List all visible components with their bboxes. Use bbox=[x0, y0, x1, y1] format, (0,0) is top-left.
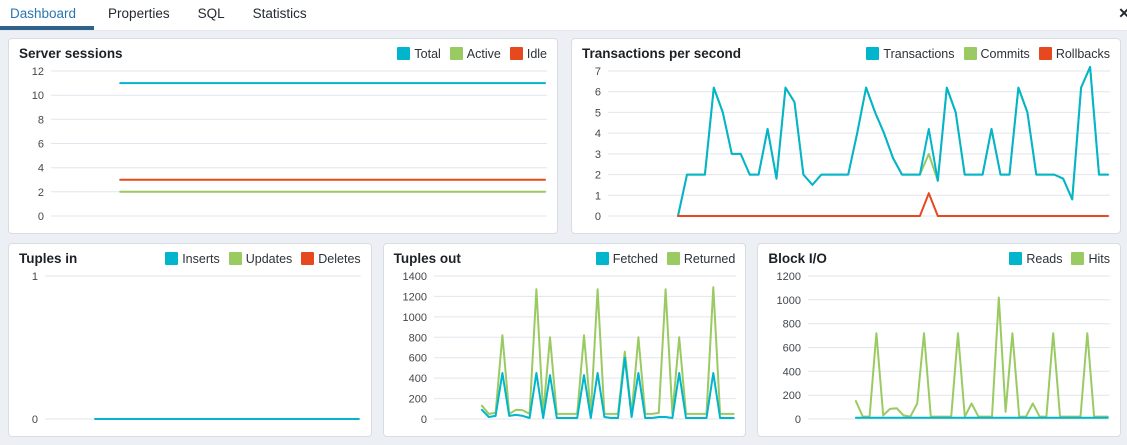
panel-header: Tuples in Inserts Updates Deletes bbox=[19, 251, 361, 266]
legend-label-updates: Updates bbox=[245, 251, 293, 266]
legend-swatch-updates bbox=[228, 252, 242, 265]
legend: Inserts Updates Deletes bbox=[165, 251, 361, 266]
svg-text:600: 600 bbox=[783, 343, 801, 355]
legend-label-idle: Idle bbox=[526, 46, 547, 61]
legend-label-total: Total bbox=[414, 46, 441, 61]
svg-text:4: 4 bbox=[38, 163, 44, 175]
legend-label-hits: Hits bbox=[1088, 251, 1111, 266]
legend-label-fetched: Fetched bbox=[612, 251, 658, 266]
panel-block-io: Block I/O Reads Hits 0 200 400 600 800 1000 12… bbox=[757, 243, 1122, 437]
tuples-in-chart: 01 bbox=[32, 271, 361, 426]
legend-swatch-rollbacks bbox=[1038, 47, 1052, 60]
svg-text:6: 6 bbox=[595, 87, 601, 99]
legend-swatch-active bbox=[449, 47, 463, 60]
legend-swatch-idle bbox=[509, 47, 523, 60]
legend-swatch-hits bbox=[1071, 252, 1085, 265]
svg-text:1200: 1200 bbox=[777, 271, 801, 283]
svg-text:2: 2 bbox=[38, 187, 44, 199]
svg-text:5: 5 bbox=[595, 107, 601, 119]
svg-text:0: 0 bbox=[421, 414, 427, 426]
legend-swatch-commits bbox=[963, 47, 977, 60]
tab-statistics[interactable]: Statistics bbox=[252, 5, 307, 21]
svg-text:1200: 1200 bbox=[402, 291, 426, 303]
svg-text:1: 1 bbox=[595, 190, 601, 202]
panel-header: Tuples out Fetched Returned bbox=[394, 251, 736, 266]
svg-text:800: 800 bbox=[783, 319, 801, 331]
close-icon[interactable]: ✕ bbox=[1118, 5, 1127, 21]
legend: Reads Hits bbox=[1009, 252, 1110, 266]
panel-tuples-out: Tuples out Fetched Returned 0 200 400 600 80… bbox=[382, 243, 747, 437]
svg-text:1: 1 bbox=[32, 271, 38, 283]
legend-swatch-inserts bbox=[165, 252, 179, 265]
legend-label-reads: Reads bbox=[1026, 251, 1063, 266]
svg-text:0: 0 bbox=[595, 211, 601, 223]
legend-label-returned: Returned bbox=[683, 251, 736, 266]
svg-text:800: 800 bbox=[408, 332, 426, 344]
panel-header: Transactions per second Transactions Com… bbox=[582, 46, 1110, 61]
block-io-chart: 0 200 400 600 800 1000 1200 bbox=[777, 271, 1111, 426]
panel-title: Transactions per second bbox=[582, 46, 742, 61]
panel-title: Block I/O bbox=[768, 251, 827, 266]
svg-text:4: 4 bbox=[595, 128, 601, 140]
legend-label-rollbacks: Rollbacks bbox=[1055, 46, 1110, 61]
svg-text:0: 0 bbox=[38, 211, 44, 223]
svg-text:400: 400 bbox=[408, 373, 426, 385]
svg-text:0: 0 bbox=[795, 414, 801, 426]
legend-swatch-deletes bbox=[301, 252, 315, 265]
svg-text:400: 400 bbox=[783, 366, 801, 378]
panel-header: Block I/O Reads Hits bbox=[768, 251, 1110, 266]
svg-text:3: 3 bbox=[595, 149, 601, 161]
tab-sql[interactable]: SQL bbox=[197, 5, 225, 21]
legend-label-active: Active bbox=[466, 46, 501, 61]
tuples-out-chart: 0 200 400 600 800 1000 1200 1400 bbox=[402, 271, 736, 426]
svg-text:2: 2 bbox=[595, 170, 601, 182]
svg-text:7: 7 bbox=[595, 66, 601, 78]
panel-title: Tuples out bbox=[393, 251, 461, 266]
svg-text:1000: 1000 bbox=[402, 312, 426, 324]
svg-text:200: 200 bbox=[408, 394, 426, 406]
legend: Total Active Idle bbox=[397, 47, 547, 61]
legend-swatch-returned bbox=[666, 252, 680, 265]
svg-text:1000: 1000 bbox=[777, 295, 801, 307]
svg-text:10: 10 bbox=[32, 90, 44, 102]
legend: Fetched Returned bbox=[595, 251, 736, 266]
server-sessions-chart: 0 2 4 6 8 10 12 bbox=[32, 66, 547, 223]
legend-swatch-reads bbox=[1009, 252, 1023, 265]
panel-transactions-per-second: Transactions per second Transactions Com… bbox=[571, 38, 1121, 234]
tab-properties[interactable]: Properties bbox=[108, 5, 170, 21]
top-row: Server sessions Total Active Idle 0 2 4 6 8 1… bbox=[8, 38, 1121, 234]
transactions-per-second-chart: 0 1 2 3 4 5 6 7 bbox=[595, 65, 1110, 223]
legend-swatch-total bbox=[397, 47, 411, 60]
svg-text:0: 0 bbox=[32, 414, 38, 426]
legend-label-inserts: Inserts bbox=[182, 251, 220, 266]
svg-text:12: 12 bbox=[32, 66, 44, 78]
svg-text:200: 200 bbox=[783, 390, 801, 402]
legend-label-transactions: Transactions bbox=[883, 46, 955, 61]
tab-dashboard[interactable]: Dashboard bbox=[0, 0, 95, 30]
legend-swatch-fetched bbox=[595, 252, 609, 265]
legend-label-commits: Commits bbox=[980, 46, 1030, 61]
svg-text:8: 8 bbox=[38, 114, 44, 126]
legend-swatch-transactions bbox=[866, 47, 880, 60]
panel-title: Tuples in bbox=[19, 251, 78, 266]
panel-title: Server sessions bbox=[19, 46, 123, 61]
tab-bar: Dashboard Properties SQL Statistics ✕ bbox=[0, 0, 1127, 31]
legend: Transactions Commits Rollbacks bbox=[866, 47, 1110, 61]
svg-text:600: 600 bbox=[408, 353, 426, 365]
svg-text:6: 6 bbox=[38, 139, 44, 151]
panel-server-sessions: Server sessions Total Active Idle 0 2 4 6 8 1… bbox=[8, 38, 558, 234]
svg-text:1400: 1400 bbox=[402, 271, 426, 283]
panel-header: Server sessions Total Active Idle bbox=[19, 46, 547, 61]
dashboard-content: Server sessions Total Active Idle 0 2 4 6 8 1… bbox=[0, 31, 1127, 445]
legend-label-deletes: Deletes bbox=[318, 251, 361, 266]
